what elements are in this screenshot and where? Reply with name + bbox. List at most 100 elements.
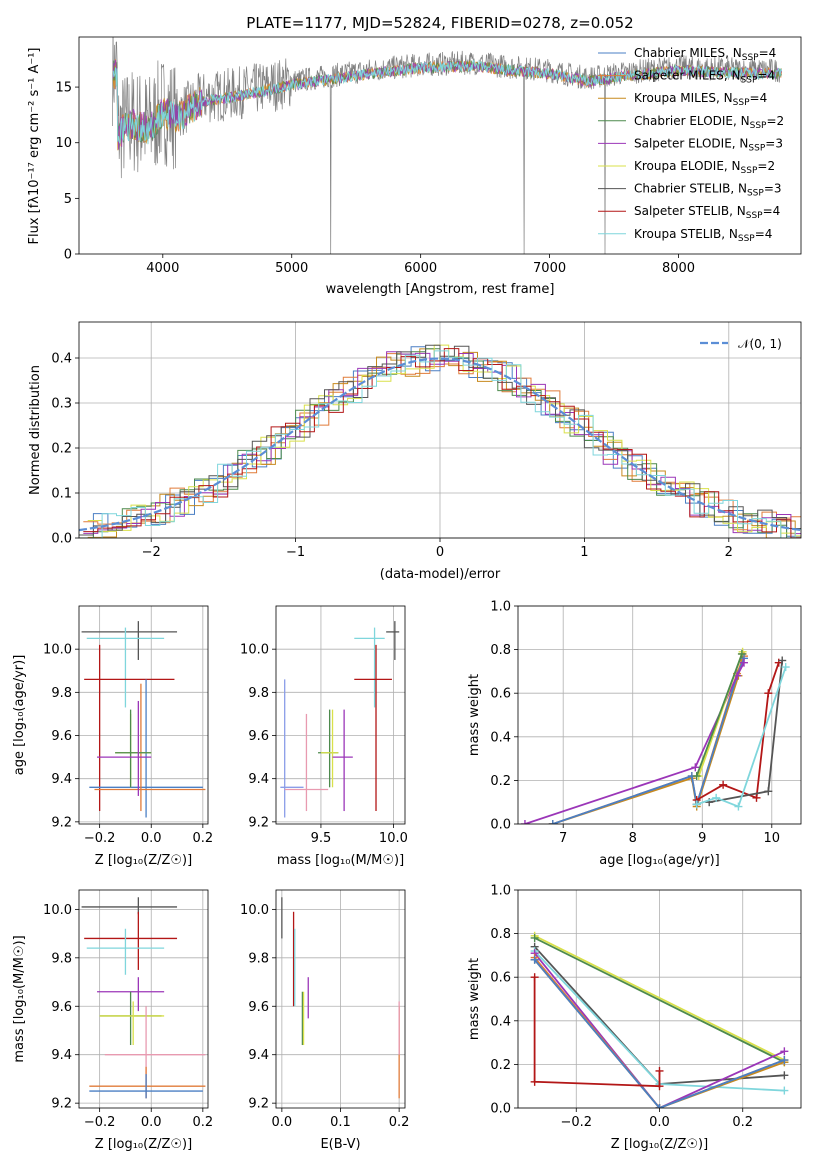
point-salpeter_miles bbox=[94, 683, 206, 812]
y-tick-label: 10 bbox=[55, 136, 72, 151]
histogram-salpeter_miles bbox=[83, 353, 801, 531]
panel-mass_vs_Z: −0.2 0.0 0.2 9.2 9.4 9.6 9.8 10.0 Z [log₁₀(Z/Z☉)… bbox=[12, 889, 213, 1152]
x-axis-label: (data-model)/error bbox=[380, 567, 501, 582]
y-tick-label: 10.0 bbox=[43, 643, 72, 658]
x-tick-label: 0.2 bbox=[192, 1115, 213, 1130]
point-miles_mass bbox=[280, 679, 304, 818]
series-line-salpeter_stelib bbox=[533, 977, 661, 1088]
panel-age_vs_Z: −0.2 0.0 0.2 9.2 9.4 9.6 9.8 10.0 Z [log₁₀(Z/Z☉)… bbox=[12, 605, 213, 868]
point-chabrier_stelib bbox=[386, 621, 400, 660]
x-tick-label: 10.0 bbox=[379, 831, 408, 846]
y-tick-label: 9.8 bbox=[51, 686, 72, 701]
marker-salpeter_stelib bbox=[752, 793, 761, 802]
x-tick-label: 0.1 bbox=[330, 1115, 351, 1130]
marker-chabrier_elodie bbox=[692, 772, 701, 781]
legend-label: 𝒩(0, 1) bbox=[738, 337, 782, 351]
y-tick-label: 0.2 bbox=[490, 1058, 511, 1073]
legend-entry: 𝒩(0, 1) bbox=[700, 337, 782, 351]
axes-frame bbox=[78, 36, 802, 255]
legend-subscript: SSP bbox=[747, 189, 764, 199]
legend-entry: Chabrier STELIB, NSSP=3 bbox=[598, 182, 782, 199]
panel-weight_vs_age: 7 8 9 10 0.0 0.2 0.4 0.6 0.8 1.0 age [log₁₀(age/yr… bbox=[467, 600, 802, 868]
y-tick-label: 1.0 bbox=[490, 600, 511, 615]
point-salpeter_stelib bbox=[354, 644, 392, 812]
x-tick-label: −0.2 bbox=[84, 831, 116, 846]
legend-tail: =4 bbox=[763, 204, 781, 218]
x-axis-label: age [log₁₀(age/yr)] bbox=[599, 853, 720, 868]
marker-salpeter_stelib bbox=[764, 689, 773, 698]
legend-tail: =3 bbox=[764, 182, 782, 196]
x-tick-label: 7000 bbox=[533, 261, 566, 276]
point-chabrier_stelib bbox=[81, 621, 178, 660]
marker-chabrier_elodie bbox=[530, 933, 539, 942]
marker-salpeter_stelib bbox=[719, 780, 728, 789]
axes-frame bbox=[275, 605, 406, 825]
x-tick-label: 5000 bbox=[275, 261, 308, 276]
histogram-kroupa_stelib bbox=[87, 350, 801, 538]
marker-salpeter_elodie bbox=[739, 658, 748, 667]
legend-entry: Chabrier MILES, NSSP=4 bbox=[598, 46, 776, 63]
marker-salpeter_elodie bbox=[520, 820, 529, 824]
point-salpeter_elodie bbox=[97, 700, 152, 796]
plot-area bbox=[520, 647, 790, 824]
model-line-kroupa_stelib bbox=[112, 59, 782, 145]
y-tick-label: 9.2 bbox=[248, 815, 269, 830]
legend-subscript: SSP bbox=[733, 98, 750, 108]
plot-area bbox=[280, 621, 400, 818]
y-axis-label: Normed distribution bbox=[28, 365, 43, 495]
point-salpeter_miles_mass bbox=[284, 713, 329, 812]
legend-tail: =3 bbox=[765, 136, 783, 150]
marker-chabrier_stelib bbox=[780, 1071, 789, 1080]
marker-salpeter_stelib bbox=[655, 1066, 664, 1075]
series-line-chabrier_elodie bbox=[534, 937, 785, 1064]
marker-kroupa_stelib bbox=[780, 1086, 789, 1095]
legend-subscript: SSP bbox=[741, 166, 758, 176]
point-salpeter_miles bbox=[89, 1066, 206, 1099]
plot-area bbox=[79, 344, 801, 538]
y-tick-label: 1.0 bbox=[490, 884, 511, 899]
marker-kroupa_stelib bbox=[692, 800, 701, 809]
marker-salpeter_stelib bbox=[530, 1077, 539, 1086]
marker-kroupa_stelib bbox=[781, 663, 790, 672]
x-tick-label: 10 bbox=[764, 831, 781, 846]
plot-area bbox=[112, 37, 782, 254]
y-tick-label: 9.4 bbox=[51, 772, 72, 787]
plot-area bbox=[281, 897, 400, 1099]
y-tick-label: 10.0 bbox=[240, 903, 269, 918]
legend-subscript: SSP bbox=[750, 121, 767, 131]
y-tick-label: 0.6 bbox=[490, 971, 511, 986]
legend-tail: =4 bbox=[755, 227, 773, 241]
x-axis-label: Z [log₁₀(Z/Z☉)] bbox=[95, 1137, 192, 1152]
y-tick-label: 0.4 bbox=[490, 730, 511, 745]
histogram-salpeter_elodie bbox=[83, 351, 801, 535]
series-line-kroupa_stelib bbox=[696, 666, 787, 808]
y-tick-label: 0.8 bbox=[490, 643, 511, 658]
histogram-kroupa_miles bbox=[87, 348, 801, 538]
legend-entry: Chabrier ELODIE, NSSP=2 bbox=[598, 114, 784, 131]
legend-subscript: SSP bbox=[748, 143, 765, 153]
x-tick-label: 7 bbox=[559, 831, 567, 846]
x-tick-label: 0.0 bbox=[272, 1115, 293, 1130]
legend-label: Salpeter MILES, NSSP=4 bbox=[634, 69, 775, 86]
point-kroupa_stelib bbox=[86, 928, 165, 975]
y-axis-label: age [log₁₀(age/yr)] bbox=[12, 655, 27, 776]
legend-entry: Salpeter STELIB, NSSP=4 bbox=[598, 204, 780, 221]
legend-label: Salpeter ELODIE, NSSP=3 bbox=[634, 136, 783, 153]
y-tick-label: 0.1 bbox=[51, 487, 72, 502]
legend-tail: =2 bbox=[757, 159, 775, 173]
marker-chabrier_stelib bbox=[764, 787, 773, 796]
x-axis-label: E(B-V) bbox=[320, 1137, 360, 1152]
panel-residuals: −2 −1 0 1 2 0.0 0.1 0.2 0.3 0.4 (data-model)/error… bbox=[28, 321, 802, 582]
x-tick-label: −0.2 bbox=[84, 1115, 116, 1130]
x-axis-label: mass [log₁₀(M/M☉)] bbox=[277, 853, 404, 868]
y-tick-label: 10.0 bbox=[240, 643, 269, 658]
y-tick-label: 9.6 bbox=[51, 1000, 72, 1015]
plot-area bbox=[530, 931, 789, 1108]
x-axis-label: Z [log₁₀(Z/Z☉)] bbox=[95, 853, 192, 868]
legend-entry: Kroupa ELODIE, NSSP=2 bbox=[598, 159, 775, 176]
x-tick-label: −0.2 bbox=[560, 1115, 592, 1130]
y-axis-label: mass weight bbox=[467, 958, 482, 1040]
legend-tail: =4 bbox=[750, 91, 768, 105]
legend-subscript: SSP bbox=[741, 76, 758, 86]
legend-label: Salpeter STELIB, NSSP=4 bbox=[634, 204, 780, 221]
